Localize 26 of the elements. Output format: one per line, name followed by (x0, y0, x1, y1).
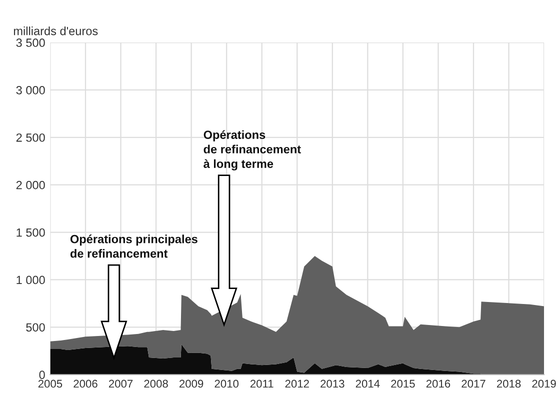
y-tick-label: 500 (26, 323, 45, 332)
annotation: Opérations principales de refinancement (70, 234, 198, 258)
x-tick-label: 2007 (108, 380, 133, 388)
x-tick-label: 2011 (250, 380, 274, 388)
x-tick-label: 2008 (144, 380, 168, 388)
x-tick-label: 2012 (285, 380, 309, 388)
x-tick-label: 2017 (462, 380, 486, 388)
annotation: Opérations de refinancement à long terme (204, 130, 301, 170)
y-tick-label: 1 000 (16, 276, 45, 284)
x-tick-label: 2016 (426, 380, 450, 388)
y-tick-label: 0 (39, 370, 45, 380)
x-tick-label: 2005 (38, 380, 62, 388)
y-axis-title: milliards d'euros (14, 26, 98, 36)
x-tick-label: 2019 (532, 380, 556, 388)
y-tick-label: 3 500 (16, 38, 45, 47)
x-tick-label: 2014 (356, 380, 380, 388)
x-tick-label: 2015 (391, 380, 415, 388)
x-tick-label: 2018 (496, 380, 521, 388)
y-tick-label: 1 500 (16, 228, 45, 237)
y-tick-label: 2 000 (16, 180, 45, 190)
x-tick-label: 2010 (214, 380, 239, 388)
y-tick-label: 3 000 (16, 86, 45, 94)
x-tick-label: 2006 (74, 380, 98, 388)
y-tick-label: 2 500 (16, 133, 45, 142)
x-tick-label: 2009 (180, 380, 204, 388)
x-tick-label: 2013 (320, 380, 344, 388)
